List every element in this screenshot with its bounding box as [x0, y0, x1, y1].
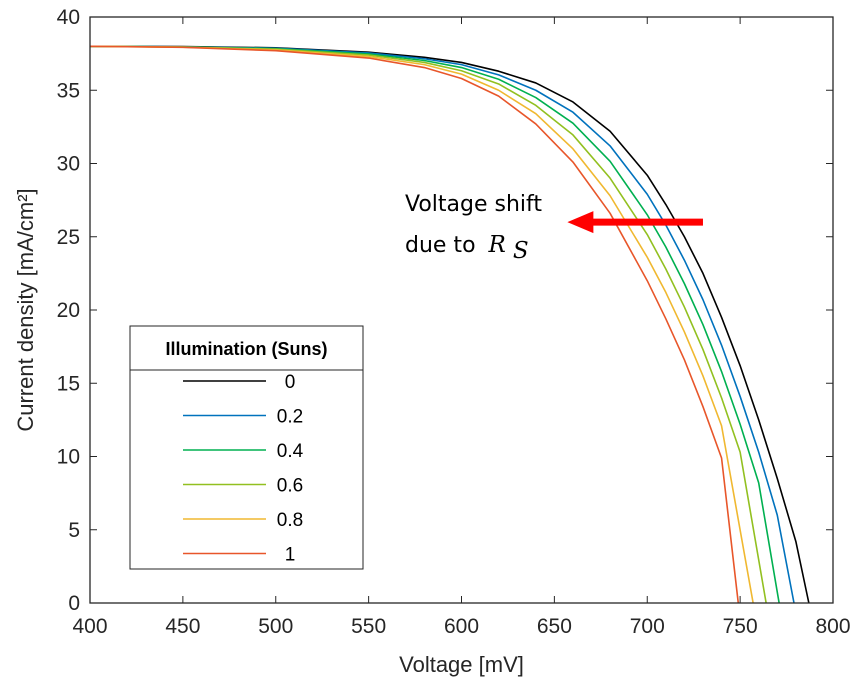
legend-label-5: 1: [285, 545, 296, 566]
annotation-text-line2: due to R S: [405, 232, 529, 264]
annotation-prefix: due to: [405, 233, 476, 258]
ticks-layer: 400 450 500 550 600 650 700 750 8000510152025303…: [57, 6, 851, 638]
legend-label-0: 0: [285, 372, 296, 393]
annotation-math-sub: S: [513, 238, 529, 264]
legend: Illumination (Suns) 0 0.2 0.4 0.6 0.8 1: [129, 325, 364, 570]
y-tick-label: 0: [68, 592, 80, 615]
y-axis-label: Current density [mA/cm²]: [13, 188, 38, 431]
legend-box: [129, 325, 364, 570]
series-line-5: [89, 45, 740, 604]
x-tick-label: 600: [444, 615, 479, 638]
x-tick-label: 700: [630, 615, 665, 638]
y-tick-label: 30: [57, 153, 80, 176]
x-tick-label: 650: [537, 615, 572, 638]
series-line-3: [89, 45, 767, 604]
y-tick-label: 5: [68, 519, 80, 542]
y-tick-label: 25: [57, 226, 80, 249]
series-line-4: [89, 45, 754, 604]
x-axis-label: Voltage [mV]: [399, 652, 524, 677]
legend-label-1: 0.2: [277, 407, 303, 428]
y-tick-label: 15: [57, 372, 80, 395]
series-line-0: [89, 45, 810, 604]
series-line-2: [89, 45, 780, 604]
series-layer: [89, 45, 810, 604]
x-tick-label: 450: [165, 615, 200, 638]
legend-label-4: 0.8: [277, 510, 303, 531]
legend-label-2: 0.4: [277, 441, 304, 462]
legend-items: 0 0.2 0.4 0.6 0.8 1: [183, 372, 304, 566]
annotation-text-line1: Voltage shift: [405, 192, 542, 217]
x-tick-label: 750: [723, 615, 758, 638]
x-tick-label: 550: [351, 615, 386, 638]
annotation-arrow-head: [567, 211, 594, 234]
annotation-math-main: R: [488, 232, 506, 258]
legend-label-3: 0.6: [277, 476, 303, 497]
y-tick-label: 35: [57, 79, 80, 102]
legend-title: Illumination (Suns): [166, 339, 328, 359]
y-tick-label: 20: [57, 299, 80, 322]
y-tick-label: 40: [57, 6, 80, 29]
annotation: Voltage shift due to R S: [405, 192, 703, 264]
y-tick-label: 10: [57, 446, 80, 469]
x-tick-label: 500: [258, 615, 293, 638]
series-line-1: [89, 45, 795, 604]
x-tick-label: 800: [815, 615, 850, 638]
x-tick-label: 400: [72, 615, 107, 638]
